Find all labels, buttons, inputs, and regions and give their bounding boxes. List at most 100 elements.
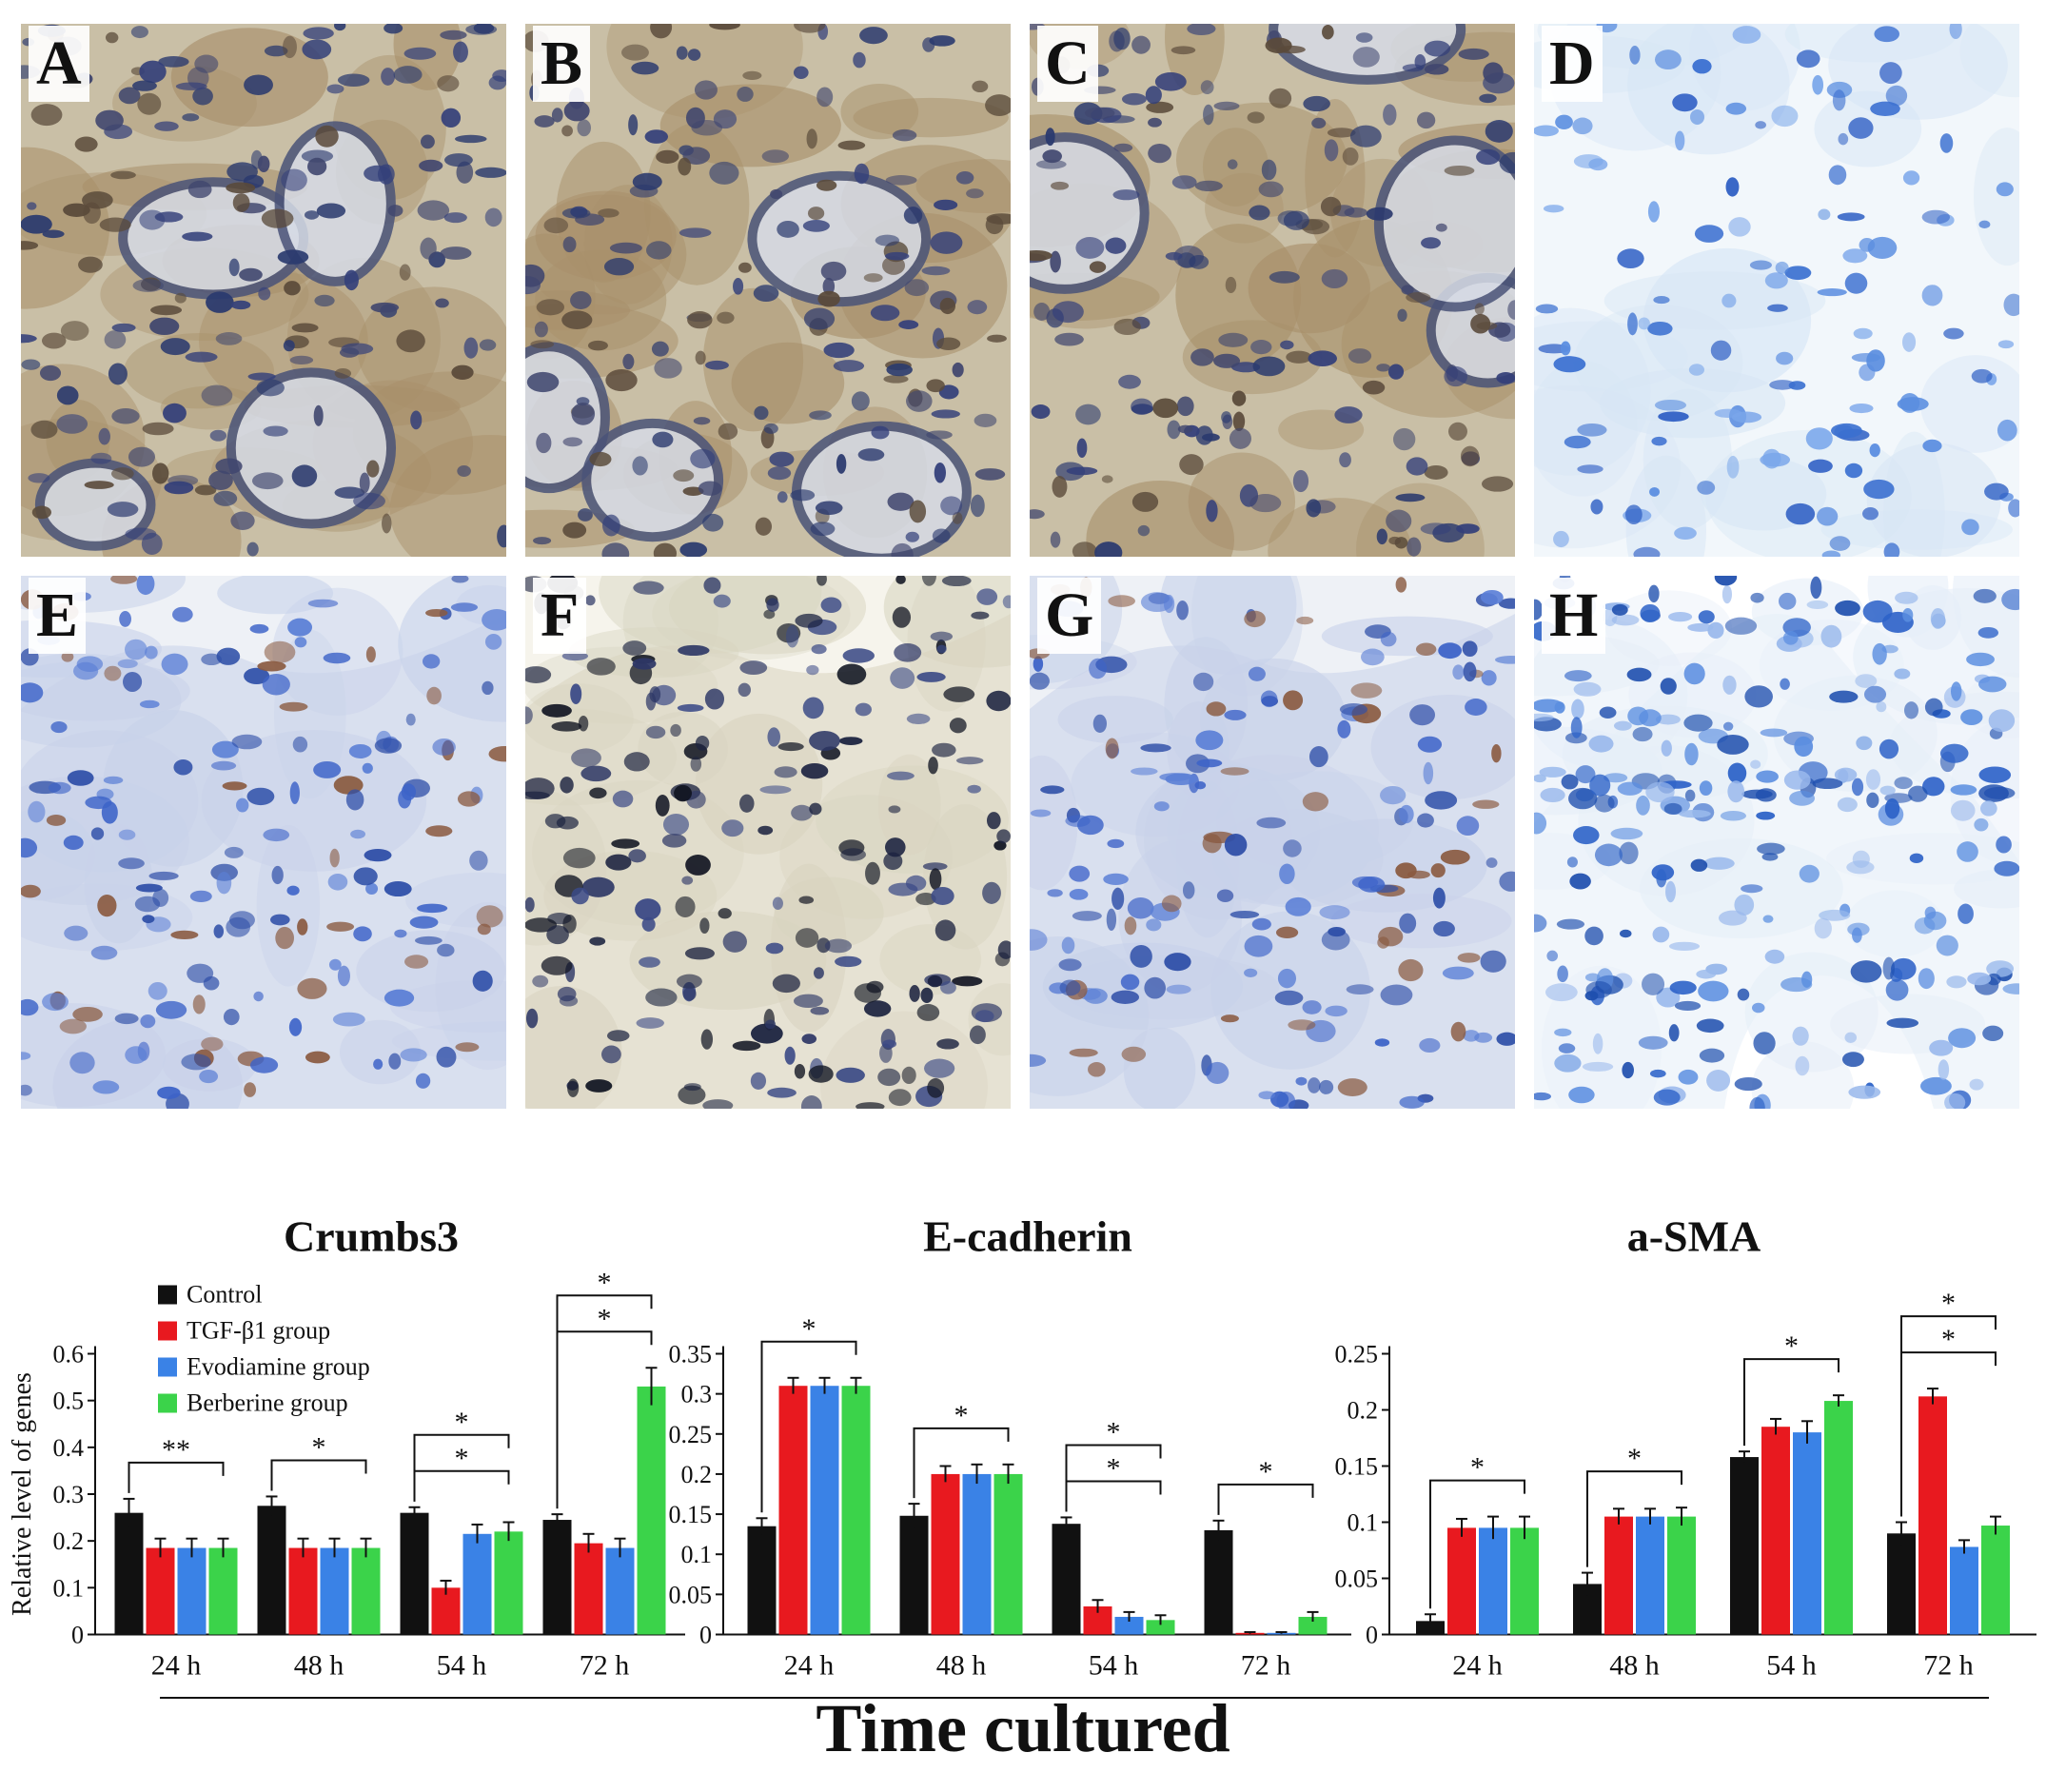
micrograph-image-d	[1534, 24, 2019, 557]
bar	[1146, 1620, 1175, 1635]
panel-label: G	[1037, 578, 1102, 654]
y-tick-label: 0.4	[53, 1434, 85, 1462]
legend-swatch	[158, 1393, 177, 1413]
chart-title: E-cadherin	[923, 1212, 1132, 1261]
y-tick-label: 0.1	[53, 1574, 85, 1602]
bar	[1204, 1529, 1233, 1635]
bar	[1235, 1632, 1265, 1635]
y-tick-label: 0.15	[1335, 1453, 1379, 1481]
x-tick-label: 24 h	[151, 1650, 202, 1682]
significance-label: **	[162, 1434, 190, 1466]
micrograph-image-g	[1030, 576, 1515, 1109]
bar	[1479, 1527, 1507, 1635]
micrograph-panel-f: F	[525, 576, 1011, 1109]
bar	[747, 1526, 777, 1635]
y-tick-label: 0	[699, 1622, 712, 1649]
chart-title: a-SMA	[1627, 1212, 1761, 1261]
legend-label: TGF-β1 group	[187, 1317, 330, 1345]
bar	[288, 1547, 318, 1635]
bar	[1052, 1524, 1081, 1635]
bar	[1114, 1616, 1144, 1635]
bar	[605, 1547, 635, 1635]
bar	[400, 1512, 429, 1635]
y-tick-label: 0.25	[669, 1421, 713, 1448]
y-tick-label: 0	[1366, 1622, 1378, 1649]
micrograph-panel-a: A	[21, 24, 506, 557]
bar	[1636, 1516, 1664, 1635]
x-tick-label: 48 h	[936, 1650, 987, 1682]
y-tick-label: 0.05	[669, 1581, 713, 1608]
legend-swatch	[158, 1321, 177, 1341]
significance-label: *	[455, 1443, 469, 1474]
micrograph-image-h	[1534, 576, 2019, 1109]
panel-label: D	[1542, 26, 1603, 102]
panel-label: F	[533, 578, 587, 654]
chart-0: Crumbs3 0 0.1 0.2 0.3 0.4 0.5 0.6 Relative level…	[8, 1212, 685, 1682]
bar	[431, 1587, 461, 1635]
significance-label: *	[455, 1407, 469, 1438]
y-tick-label: 0.5	[53, 1388, 85, 1415]
panel-label: C	[1037, 26, 1098, 102]
bar	[494, 1531, 523, 1635]
y-tick-label: 0.15	[669, 1501, 713, 1528]
panel-label: A	[29, 26, 89, 102]
bar	[1793, 1432, 1821, 1635]
significance-label: *	[312, 1431, 326, 1463]
significance-bracket	[1429, 1479, 1525, 1609]
significance-bracket	[1065, 1444, 1162, 1512]
significance-label: *	[1107, 1452, 1121, 1484]
x-tick-label: 24 h	[1452, 1650, 1503, 1682]
bar	[1298, 1616, 1328, 1635]
y-tick-label: 0.2	[681, 1461, 713, 1488]
panel-label: H	[1542, 578, 1606, 654]
shared-x-axis-label: Time cultured	[816, 1690, 1230, 1766]
bar	[1824, 1401, 1853, 1635]
micrograph-panel-c: C	[1030, 24, 1515, 557]
bar	[1981, 1526, 2010, 1635]
significance-label: *	[1107, 1416, 1121, 1447]
micrograph-panel-h: H	[1534, 576, 2019, 1109]
significance-bracket	[413, 1433, 510, 1502]
x-tick-label: 54 h	[437, 1650, 487, 1682]
x-tick-label: 72 h	[580, 1650, 630, 1682]
legend-label: Berberine group	[187, 1389, 348, 1417]
significance-bracket	[760, 1340, 857, 1513]
bar	[1761, 1427, 1790, 1635]
bar	[1667, 1516, 1696, 1635]
bar	[462, 1533, 492, 1635]
significance-bracket	[1743, 1358, 1839, 1447]
bar	[351, 1547, 381, 1635]
significance-label: *	[1259, 1456, 1273, 1487]
bar	[962, 1473, 992, 1635]
bar	[841, 1386, 871, 1635]
legend-label: Control	[187, 1281, 262, 1309]
bar	[257, 1506, 286, 1635]
significance-bracket	[413, 1469, 510, 1502]
y-tick-label: 0.05	[1335, 1566, 1379, 1593]
bar-charts-figure: Crumbs3 0 0.1 0.2 0.3 0.4 0.5 0.6 Relative level…	[8, 1212, 2036, 1699]
bar	[1604, 1516, 1633, 1635]
y-tick-label: 0.3	[53, 1481, 85, 1508]
bar	[993, 1473, 1023, 1635]
significance-bracket	[1900, 1315, 1997, 1517]
significance-bracket	[270, 1459, 367, 1491]
significance-bracket	[913, 1427, 1010, 1499]
chart-title: Crumbs3	[284, 1212, 459, 1261]
y-tick-label: 0.6	[53, 1341, 85, 1369]
y-tick-label: 0.1	[681, 1541, 713, 1568]
significance-label: *	[954, 1400, 969, 1431]
x-tick-label: 48 h	[294, 1650, 344, 1682]
x-tick-label: 24 h	[784, 1650, 835, 1682]
significance-label: *	[1627, 1443, 1642, 1474]
y-axis-label: Relative level of genes	[8, 1372, 37, 1616]
significance-bracket	[1586, 1470, 1682, 1567]
micrograph-image-f	[525, 576, 1011, 1109]
y-tick-label: 0.3	[681, 1381, 713, 1408]
bar	[542, 1520, 572, 1635]
bar	[574, 1543, 603, 1635]
significance-label: *	[1470, 1452, 1485, 1484]
significance-label: *	[598, 1303, 612, 1334]
bar	[1887, 1533, 1916, 1635]
significance-label: *	[598, 1267, 612, 1298]
bar	[177, 1547, 207, 1635]
